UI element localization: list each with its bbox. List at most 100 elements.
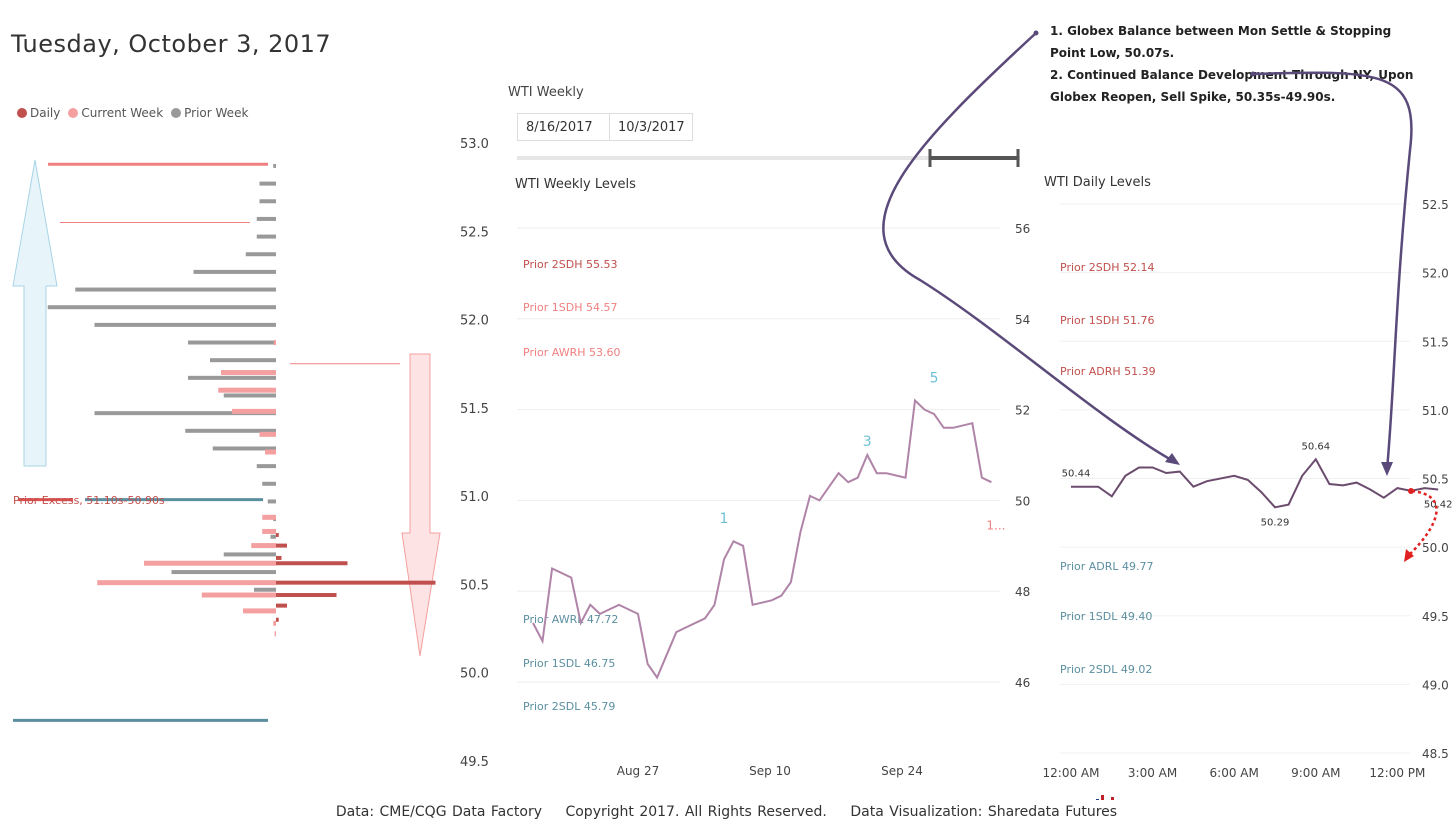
profile-bar-daily	[276, 532, 279, 537]
profile-bar-daily	[276, 555, 282, 560]
legend-dot-current-week	[68, 108, 79, 118]
profile-bar-daily	[276, 580, 436, 585]
annotation-arrow-2	[1252, 71, 1413, 471]
profile-bar-daily	[276, 561, 348, 566]
weekly-wave-label: 3	[863, 434, 872, 450]
profile-bar-prior-week	[259, 199, 276, 204]
profile-bar-daily	[276, 543, 287, 548]
weekly-y-tick: 52	[1015, 404, 1030, 418]
profile-y-tick: 51.5	[460, 402, 489, 417]
annotation-notes: 1. Globex Balance between Mon Settle & S…	[1050, 20, 1430, 108]
legend-label-current-week: Current Week	[81, 106, 164, 120]
legend-item-current-week[interactable]: Current Week	[68, 106, 163, 120]
weekly-wave-label: 5	[930, 370, 939, 386]
profile-bar-prior-week	[273, 163, 276, 168]
legend-item-daily[interactable]: Daily	[17, 106, 60, 120]
profile-bar-prior-week	[223, 393, 276, 398]
annotation-note-2: 2. Continued Balance Development Through…	[1050, 68, 1414, 104]
weekly-level-label: Prior 1SDH 54.57	[523, 301, 617, 314]
weekly-chart-title: WTI Weekly Levels	[515, 177, 636, 192]
weekly-level-label: Prior 1SDL 46.75	[523, 657, 615, 670]
logo-bar-2	[1096, 799, 1099, 800]
profile-bar-prior-week	[256, 216, 276, 221]
daily-level-label: Prior ADRH 51.39	[1060, 365, 1156, 378]
logo-bar-3	[1101, 795, 1104, 800]
profile-bar-current-week	[251, 543, 276, 549]
daily-y-tick: 51.5	[1422, 335, 1449, 349]
legend-label-prior-week: Prior Week	[184, 106, 249, 120]
profile-bar-daily	[276, 603, 287, 608]
legend-dot-daily	[17, 108, 27, 118]
weekly-x-tick: Sep 10	[749, 764, 791, 778]
profile-bar-prior-week	[270, 534, 276, 539]
profile-y-tick: 51.0	[460, 490, 489, 505]
profile-bar-current-week	[259, 431, 276, 437]
weekly-x-tick: Aug 27	[617, 764, 660, 778]
profile-bar-current-week	[273, 340, 276, 346]
profile-bar-prior-week	[223, 552, 276, 557]
profile-y-tick: 49.5	[460, 755, 489, 770]
sharedata-logo	[1096, 795, 1114, 800]
legend: Daily Current Week Prior Week	[17, 106, 248, 120]
profile-bar-current-week	[274, 631, 276, 637]
start-date-input[interactable]: 8/16/2017	[517, 113, 619, 141]
profile-bar-prior-week	[171, 570, 276, 575]
profile-y-tick: 50.0	[460, 667, 489, 682]
profile-y-tick: 53.0	[460, 137, 489, 152]
daily-level-label: Prior 2SDL 49.02	[1060, 663, 1152, 676]
footer: Data: CME/CQG Data Factory Copyright 201…	[0, 804, 1453, 820]
profile-bar-prior-week	[254, 587, 276, 592]
daily-price-line	[1071, 457, 1439, 509]
weekly-price-line	[532, 398, 992, 680]
profile-bar-current-week	[243, 608, 276, 614]
daily-y-tick: 52.0	[1422, 267, 1449, 281]
slicer-title: WTI Weekly	[508, 85, 584, 100]
daily-y-tick: 48.5	[1422, 747, 1449, 761]
footer-source: Data: CME/CQG Data Factory	[335, 804, 543, 820]
page-title: Tuesday, October 3, 2017	[11, 30, 332, 58]
profile-bar-prior-week	[256, 234, 276, 239]
chart-canvas: 53.0 52.5 52.0 51.5 51.0 50.5 50.0 49.5 Prior Ex…	[12, 30, 1453, 800]
weekly-level-label: Prior AWRL 47.72	[523, 613, 618, 626]
daily-level-label: Prior 2SDH 52.14	[1060, 261, 1154, 274]
weekly-y-tick: 46	[1015, 676, 1030, 690]
annotation-note-1: 1. Globex Balance between Mon Settle & S…	[1050, 24, 1392, 60]
profile-bar-prior-week	[188, 340, 276, 345]
daily-y-tick: 49.0	[1422, 678, 1449, 692]
annotation-arrowhead-1	[1165, 453, 1180, 465]
date-slider-track[interactable]	[517, 156, 1020, 160]
weekly-wave-label: 1	[720, 511, 729, 527]
daily-x-tick: 12:00 AM	[1043, 766, 1100, 780]
profile-bar-current-week	[221, 370, 276, 376]
down-arrow-icon	[401, 353, 441, 657]
profile-bar-prior-week	[193, 269, 276, 274]
profile-bar-prior-week	[256, 464, 276, 469]
annotation-arrow-1	[882, 32, 1176, 464]
profile-bar-prior-week	[245, 252, 276, 257]
profile-bar-prior-week	[94, 322, 276, 327]
daily-y-tick: 51.0	[1422, 404, 1449, 418]
daily-y-tick: 52.5	[1422, 198, 1449, 212]
profile-bar-prior-week	[47, 305, 276, 310]
profile-bar-prior-week	[262, 481, 276, 486]
profile-bar-daily	[276, 617, 279, 622]
profile-bar-current-week	[273, 620, 276, 626]
end-date-input[interactable]: 10/3/2017	[609, 113, 693, 141]
weekly-x-tick: Sep 24	[881, 764, 923, 778]
legend-item-prior-week[interactable]: Prior Week	[171, 106, 248, 120]
daily-y-tick: 50.5	[1422, 473, 1449, 487]
profile-bar-current-week	[265, 449, 276, 455]
weekly-y-tick: 50	[1015, 494, 1030, 508]
profile-y-tick: 52.5	[460, 225, 489, 240]
profile-bar-current-week	[262, 514, 276, 520]
daily-point-label: 50.29	[1261, 517, 1290, 528]
profile-bar-prior-week	[75, 287, 276, 292]
daily-level-label: Prior 1SDL 49.40	[1060, 610, 1152, 623]
profile-y-tick: 50.5	[460, 578, 489, 593]
weekly-level-label: Prior 2SDH 55.53	[523, 258, 617, 271]
profile-bar-prior-week	[212, 446, 276, 451]
weekly-y-tick: 56	[1015, 222, 1030, 236]
daily-y-tick: 49.5	[1422, 610, 1449, 624]
profile-bar-current-week	[144, 560, 276, 566]
profile-bar-prior-week	[185, 428, 276, 433]
